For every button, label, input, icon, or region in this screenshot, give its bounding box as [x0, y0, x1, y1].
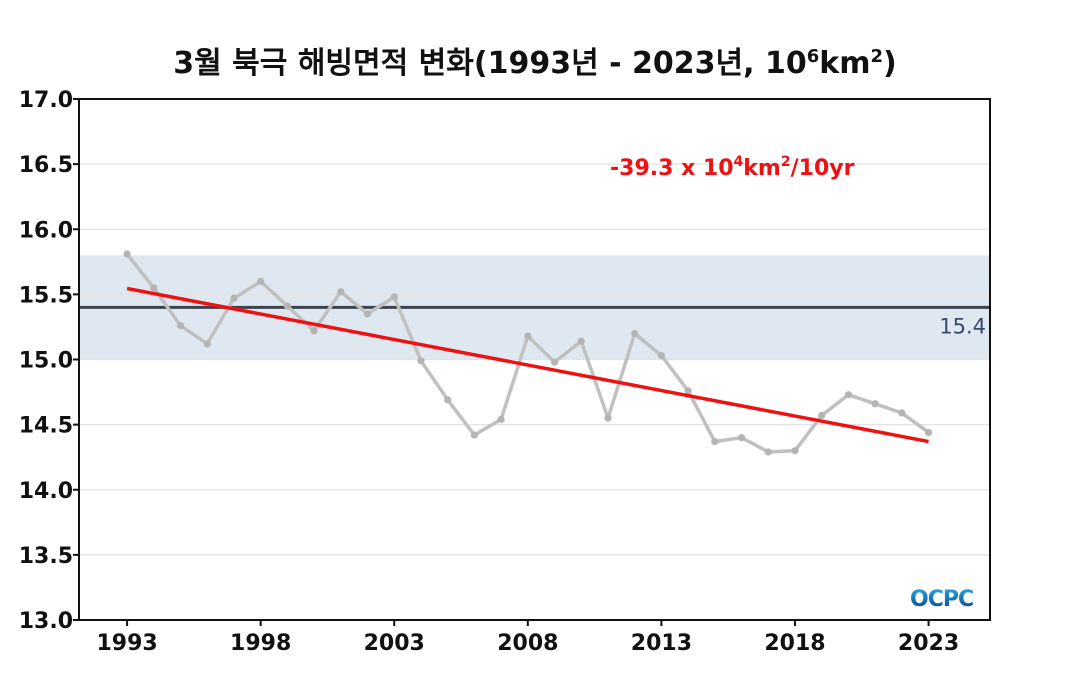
- y-tick-label: 14.0: [19, 479, 73, 504]
- svg-text:OCPC: OCPC: [910, 587, 973, 612]
- y-tick-label: 16.0: [19, 218, 73, 243]
- data-point: [604, 414, 612, 422]
- data-point: [363, 310, 372, 318]
- y-tick-label: 15.0: [19, 349, 73, 374]
- data-points: [123, 250, 933, 456]
- ocpc-logo: OCPC: [910, 587, 974, 612]
- x-axis-ticks: 1993 1998 2003 2008 2013 2018 2023: [96, 620, 959, 656]
- data-point: [791, 447, 799, 455]
- data-point: [844, 391, 853, 399]
- data-point: [203, 340, 211, 348]
- data-point: [818, 411, 826, 420]
- data-point: [257, 277, 265, 285]
- y-tick-label: 13.0: [19, 609, 73, 634]
- x-tick-label: 2013: [631, 631, 692, 656]
- data-point: [737, 434, 746, 442]
- chart-title: 3월 북극 해빙면적 변화(1993년 - 2023년, 106km2): [173, 46, 897, 81]
- data-point: [711, 437, 719, 446]
- data-point: [176, 322, 185, 330]
- data-point: [310, 327, 318, 335]
- y-tick-label: 14.5: [19, 414, 73, 439]
- data-point: [123, 250, 131, 258]
- y-tick-label: 13.5: [19, 544, 73, 569]
- y-tick-label: 15.5: [19, 283, 73, 308]
- data-point: [524, 332, 532, 340]
- data-point: [631, 329, 639, 338]
- data-point: [497, 415, 505, 424]
- x-tick-label: 2023: [898, 631, 959, 656]
- data-point: [550, 358, 559, 366]
- data-point: [417, 357, 425, 365]
- data-point: [871, 400, 879, 408]
- x-tick-label: 2003: [364, 631, 425, 656]
- data-point: [684, 387, 692, 395]
- data-point: [283, 302, 291, 310]
- y-axis-ticks: 13.0 13.5 14.0 14.5 15.0 15.5 16.0 16.5 17.0: [19, 88, 79, 634]
- data-point: [657, 351, 665, 360]
- data-point: [577, 337, 585, 345]
- data-point: [444, 396, 452, 404]
- data-point: [337, 288, 345, 296]
- x-tick-label: 2018: [764, 631, 825, 656]
- data-point: [924, 428, 933, 437]
- x-tick-label: 1998: [230, 631, 291, 656]
- x-tick-label: 2008: [497, 631, 558, 656]
- data-point: [390, 293, 398, 301]
- data-point: [470, 431, 478, 439]
- x-tick-label: 1993: [96, 631, 157, 656]
- y-tick-label: 17.0: [19, 88, 73, 113]
- data-point: [898, 409, 906, 417]
- data-point: [230, 294, 238, 302]
- trend-label: -39.3 x 104km2/10yr: [610, 154, 855, 181]
- y-tick-label: 16.5: [19, 153, 73, 178]
- trend-line: [126, 286, 929, 444]
- mean-label: 15.4: [939, 314, 986, 338]
- data-point: [764, 448, 772, 456]
- data-point: [150, 284, 158, 292]
